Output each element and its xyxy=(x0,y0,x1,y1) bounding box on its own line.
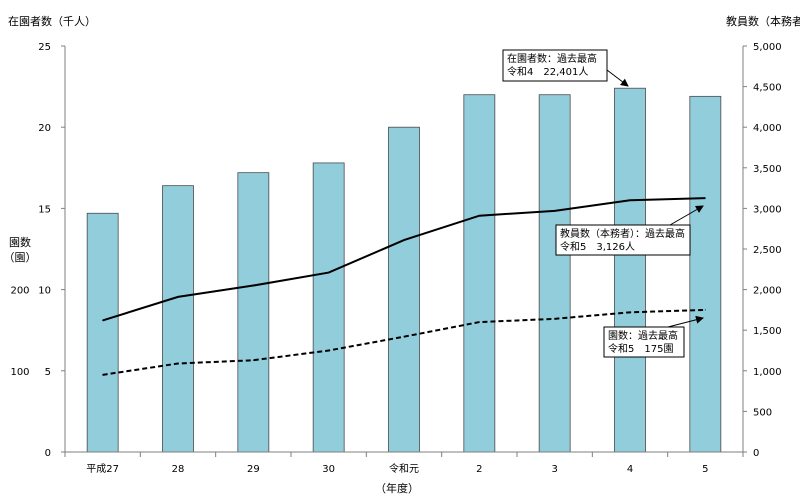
kindergartens-point-4 xyxy=(403,336,405,338)
right-tick-label-1: 500 xyxy=(753,407,772,418)
left-tick-label-0: 0 xyxy=(45,448,51,459)
bar-2 xyxy=(237,172,270,453)
annotation-0-line-0: 在園者数：過去最高 xyxy=(507,52,597,65)
annotation-1-line-1: 令和5 3,126人 xyxy=(560,240,635,253)
x-tick-label-7: 4 xyxy=(627,464,633,475)
bar-6 xyxy=(538,94,571,453)
bar-1 xyxy=(162,185,194,453)
right-tick-label-0: 0 xyxy=(753,448,759,459)
teachers-point-6 xyxy=(554,210,556,212)
teachers-point-7 xyxy=(629,199,631,201)
bar-5 xyxy=(463,94,496,453)
annotation-box-2 xyxy=(603,326,685,358)
right-tick-label-9: 4,500 xyxy=(753,83,782,94)
bar-7 xyxy=(614,87,646,453)
x-axis-title: （年度） xyxy=(375,481,419,495)
kindergartens-point-0 xyxy=(102,374,104,376)
x-tick-label-5: 2 xyxy=(476,464,482,475)
kindergartens-point-6 xyxy=(554,318,556,320)
x-tick-label-8: 5 xyxy=(702,464,708,475)
left-axis-title: 在園者数（千人） xyxy=(8,15,96,28)
annotation-arrow-1 xyxy=(669,205,704,226)
left-mid-axis-title-0: 園数 xyxy=(9,236,31,249)
left-tick-label-3: 15 xyxy=(38,204,51,215)
left-tick-label-1: 5 xyxy=(45,367,51,378)
right-tick-label-8: 4,000 xyxy=(753,123,782,134)
right-tick-label-6: 3,000 xyxy=(753,204,782,215)
annotation-2-line-1: 令和5 175園 xyxy=(608,342,673,355)
bar-4 xyxy=(388,126,420,453)
left-mid-axis-title-1: （園） xyxy=(4,251,37,264)
kindergartens-point-3 xyxy=(328,350,330,351)
x-tick-label-6: 3 xyxy=(551,464,557,475)
kindergartens-point-8 xyxy=(704,309,706,311)
kindergartens-point-5 xyxy=(478,321,480,323)
right-tick-label-4: 2,000 xyxy=(753,286,782,297)
right-tick-label-10: 5,000 xyxy=(753,42,782,53)
right-tick-label-3: 1,500 xyxy=(753,326,782,337)
kindergartens-point-1 xyxy=(177,362,179,364)
right-tick-label-5: 2,500 xyxy=(753,245,782,256)
x-tick-label-3: 30 xyxy=(322,464,335,475)
left-mid-tick-label-1: 200 xyxy=(10,286,29,297)
bar-8 xyxy=(689,95,722,453)
teachers-point-2 xyxy=(252,285,254,287)
right-axis-title: 教員数（本務者）（人） xyxy=(726,14,800,28)
teachers-point-8 xyxy=(704,197,706,199)
x-tick-label-2: 29 xyxy=(247,464,260,475)
annotation-2-line-0: 園数：過去最高 xyxy=(608,329,678,342)
x-tick-label-1: 28 xyxy=(172,464,185,475)
right-tick-label-7: 3,500 xyxy=(753,164,782,175)
kindergartens-point-2 xyxy=(252,359,254,361)
left-tick-label-4: 20 xyxy=(38,123,51,134)
annotation-box-1 xyxy=(555,224,691,256)
kindergartens-point-7 xyxy=(629,311,631,313)
annotation-arrow-0 xyxy=(606,69,629,87)
x-tick-label-0: 平成27 xyxy=(86,463,119,475)
annotation-arrow-2 xyxy=(667,315,704,328)
bar-0 xyxy=(86,212,119,453)
right-tick-label-2: 1,000 xyxy=(753,367,782,378)
left-tick-label-5: 25 xyxy=(38,42,51,53)
teachers-point-4 xyxy=(403,239,405,241)
left-mid-tick-label-0: 100 xyxy=(10,367,29,378)
teachers-point-0 xyxy=(102,319,104,321)
x-tick-label-4: 令和元 xyxy=(389,462,419,475)
teachers-point-1 xyxy=(177,296,179,298)
left-tick-label-2: 10 xyxy=(38,286,51,297)
annotation-1-line-0: 教員数（本務者）：過去最高 xyxy=(560,227,685,240)
teachers-point-5 xyxy=(478,215,480,217)
annotation-box-0 xyxy=(502,49,608,82)
bar-3 xyxy=(312,162,345,453)
teachers-point-3 xyxy=(328,272,330,274)
annotation-0-line-1: 令和4 22,401人 xyxy=(507,65,588,78)
